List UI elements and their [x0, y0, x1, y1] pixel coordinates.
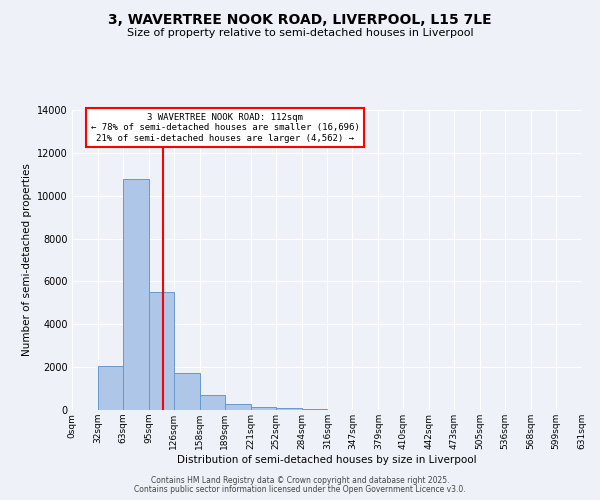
Bar — [98, 366, 123, 410]
Bar — [251, 407, 275, 410]
Bar — [149, 292, 174, 410]
Bar — [123, 178, 149, 410]
Bar — [174, 372, 200, 410]
Bar — [302, 409, 328, 410]
Y-axis label: Number of semi-detached properties: Number of semi-detached properties — [22, 164, 32, 356]
Bar — [275, 408, 302, 410]
Bar — [225, 404, 251, 410]
X-axis label: Distribution of semi-detached houses by size in Liverpool: Distribution of semi-detached houses by … — [177, 454, 477, 464]
Bar — [200, 395, 225, 410]
Text: 3, WAVERTREE NOOK ROAD, LIVERPOOL, L15 7LE: 3, WAVERTREE NOOK ROAD, LIVERPOOL, L15 7… — [108, 12, 492, 26]
Text: Size of property relative to semi-detached houses in Liverpool: Size of property relative to semi-detach… — [127, 28, 473, 38]
Text: 3 WAVERTREE NOOK ROAD: 112sqm
← 78% of semi-detached houses are smaller (16,696): 3 WAVERTREE NOOK ROAD: 112sqm ← 78% of s… — [91, 113, 359, 143]
Text: Contains public sector information licensed under the Open Government Licence v3: Contains public sector information licen… — [134, 485, 466, 494]
Text: Contains HM Land Registry data © Crown copyright and database right 2025.: Contains HM Land Registry data © Crown c… — [151, 476, 449, 485]
